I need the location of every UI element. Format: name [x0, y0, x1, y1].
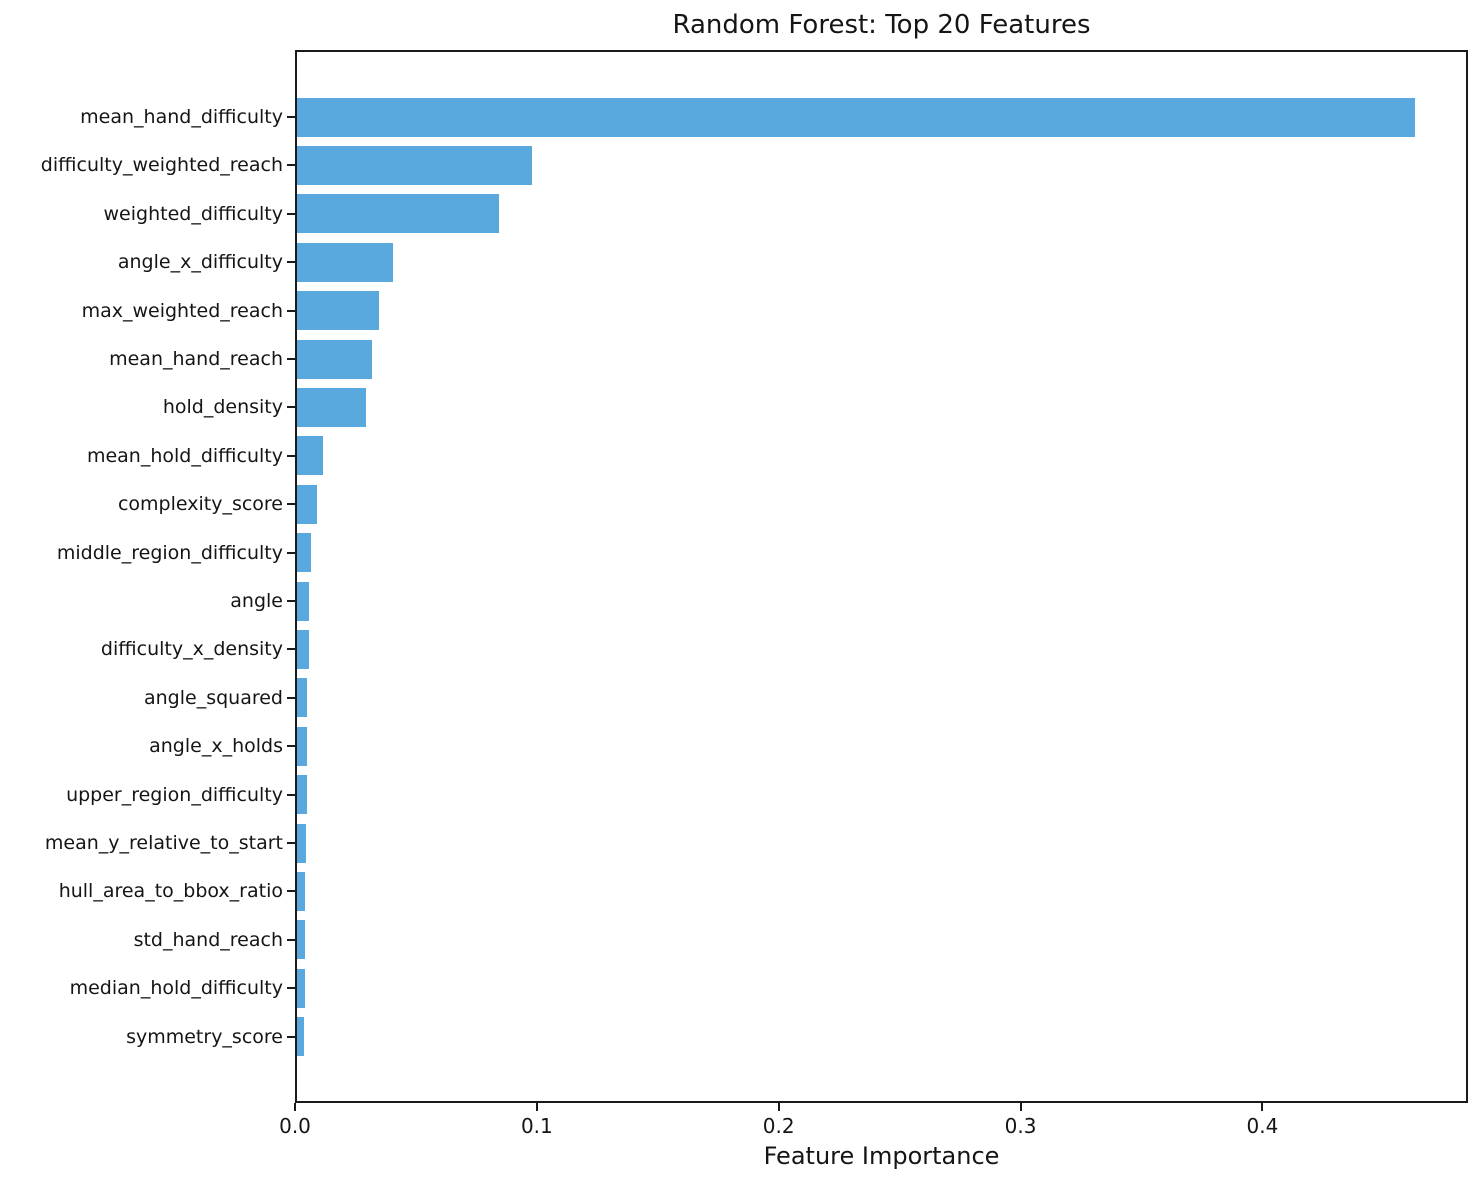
bar-complexity_score [297, 484, 317, 524]
y-axis-label: symmetry_score [126, 1025, 283, 1048]
x-tick [1019, 1103, 1022, 1111]
x-tick-label: 0.3 [1004, 1114, 1037, 1138]
y-axis-label: middle_region_difficulty [56, 541, 283, 564]
y-tick [287, 696, 295, 699]
y-axis-label: angle_x_difficulty [117, 251, 283, 274]
y-tick [287, 164, 295, 167]
chart-title: Random Forest: Top 20 Features [672, 10, 1091, 40]
y-axis-label: complexity_score [117, 493, 283, 516]
bar-hull_area_to_bbox_ratio [297, 871, 305, 911]
plot-area [295, 50, 1468, 1103]
y-axis-label: std_hand_reach [133, 928, 283, 951]
bar-max_weighted_reach [297, 291, 379, 331]
y-tick [287, 648, 295, 651]
x-tick [777, 1103, 780, 1111]
bar-symmetry_score [297, 1017, 304, 1057]
bar-middle_region_difficulty [297, 533, 311, 573]
y-axis-label: mean_hold_difficulty [86, 444, 283, 467]
bar-mean_hand_difficulty [297, 97, 1415, 137]
y-axis-label: angle_x_holds [149, 735, 283, 758]
bar-angle_squared [297, 678, 307, 718]
y-tick [287, 600, 295, 602]
y-tick [287, 503, 295, 506]
y-axis-label: mean_hand_reach [109, 348, 283, 370]
y-tick [287, 890, 295, 893]
bar-mean_y_relative_to_start [297, 823, 306, 863]
y-tick [287, 406, 295, 409]
bar-weighted_difficulty [297, 194, 499, 234]
y-tick [287, 745, 295, 748]
y-tick [287, 261, 295, 264]
bar-difficulty_x_density [297, 629, 309, 669]
bar-difficulty_weighted_reach [297, 145, 532, 185]
y-axis-label: difficulty_weighted_reach [40, 154, 283, 177]
y-axis-label: weighted_difficulty [103, 202, 283, 225]
y-axis-label: hold_density [162, 396, 283, 419]
y-axis-label: hull_area_to_bbox_ratio [58, 880, 283, 903]
x-tick-label: 0.0 [279, 1114, 311, 1138]
y-tick [287, 551, 295, 554]
y-axis-label: mean_y_relative_to_start [44, 832, 283, 854]
y-tick [287, 116, 295, 118]
bar-mean_hand_reach [297, 339, 372, 379]
y-axis-label: mean_hand_difficulty [80, 106, 283, 128]
y-tick [287, 212, 295, 215]
y-tick [287, 358, 295, 360]
x-tick [1261, 1103, 1264, 1111]
x-tick-label: 0.4 [1246, 1114, 1279, 1138]
y-axis-label: max_weighted_reach [81, 299, 283, 322]
y-tick [287, 938, 295, 941]
x-axis-label: Feature Importance [763, 1142, 1000, 1170]
x-tick-label: 0.1 [520, 1114, 553, 1138]
y-tick [287, 842, 295, 844]
bar-hold_density [297, 387, 366, 427]
bar-angle [297, 581, 309, 621]
y-tick [287, 987, 295, 990]
bar-angle_x_holds [297, 726, 307, 766]
bar-upper_region_difficulty [297, 775, 307, 815]
y-tick [287, 454, 295, 457]
x-tick [535, 1103, 538, 1111]
y-tick [287, 309, 295, 312]
x-tick [294, 1103, 296, 1111]
y-axis-label: angle [230, 590, 283, 612]
bar-angle_x_difficulty [297, 242, 393, 282]
y-axis-label: upper_region_difficulty [66, 783, 283, 806]
x-tick-label: 0.2 [762, 1114, 795, 1138]
y-tick [287, 793, 295, 796]
y-tick [287, 1035, 295, 1038]
bar-median_hold_difficulty [297, 968, 305, 1008]
bar-std_hand_reach [297, 920, 305, 960]
y-axis-label: angle_squared [143, 686, 283, 709]
y-axis-label: median_hold_difficulty [69, 977, 283, 1000]
y-axis-label: difficulty_x_density [100, 638, 283, 661]
bar-mean_hold_difficulty [297, 436, 323, 476]
